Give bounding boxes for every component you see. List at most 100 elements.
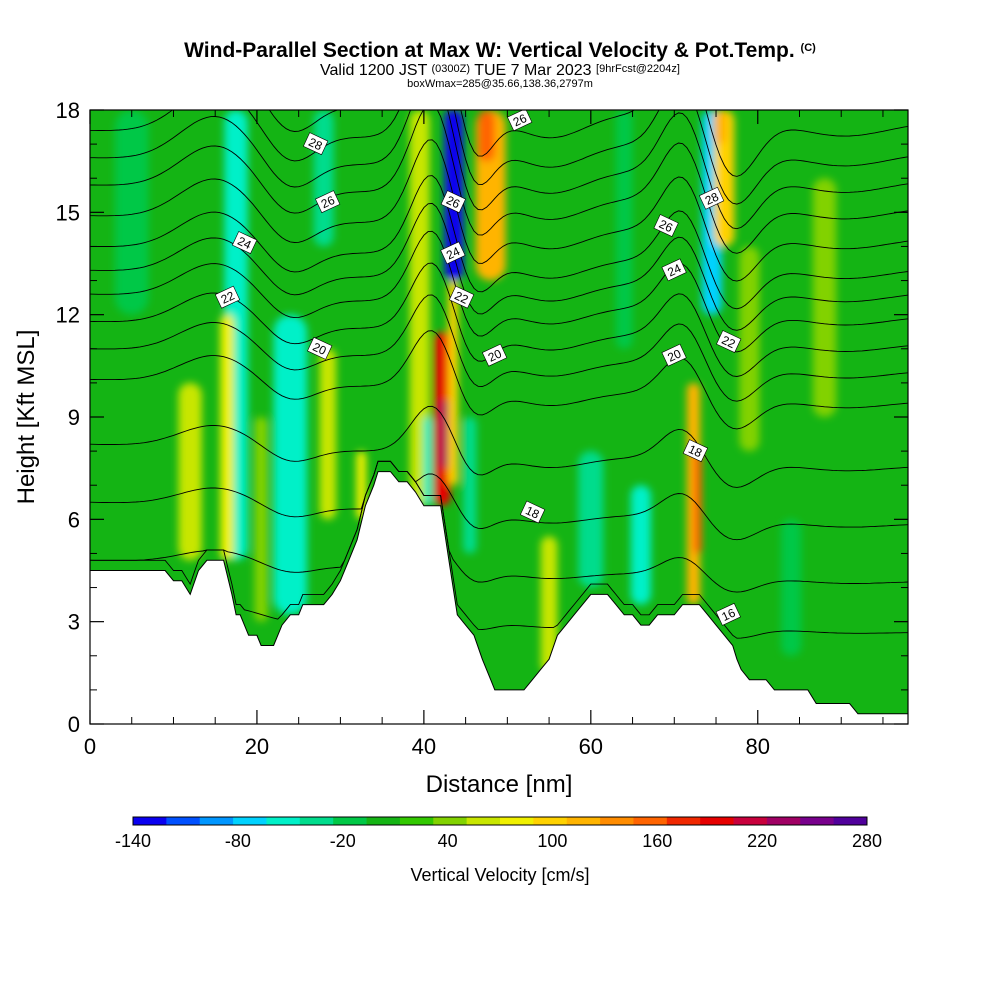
isentrope-20 [90, 330, 908, 430]
isentrope-label-text: 20 [486, 346, 504, 364]
colorbar-swatch [333, 817, 367, 825]
isentrope-label-8: 22 [448, 285, 475, 309]
velocity-feature-5 [254, 417, 268, 622]
x-tick-label: 80 [746, 734, 770, 759]
isentrope-label-box [440, 190, 466, 214]
colorbar-swatch [733, 817, 768, 825]
box-wmax-info: boxWmax=285@35.66,138.36,2797m [407, 78, 593, 90]
colorbar-frame [132, 816, 868, 826]
isentrope-25 [90, 175, 908, 310]
colorbar-tick-label: 40 [438, 831, 458, 851]
isentrope-label-6: 26 [440, 190, 466, 214]
y-tick-label: 6 [68, 507, 80, 532]
colorbar-tick-label: -80 [225, 831, 251, 851]
velocity-feature-27 [713, 110, 727, 145]
isentrope-label-box [715, 602, 741, 626]
isentrope-label-text: 24 [665, 261, 683, 279]
chart-title: Wind-Parallel Section at Max W: Vertical… [0, 36, 1000, 63]
isentrope-label-box [661, 258, 687, 282]
colorbar-swatch [600, 817, 634, 825]
y-tick-label: 9 [68, 405, 80, 430]
isentrope-16 [90, 460, 908, 639]
isentrope-label-12: 26 [653, 214, 679, 237]
isentrope-17 [90, 460, 908, 593]
colorbar-swatch [566, 817, 601, 825]
isentrope-label-16: 18 [682, 439, 709, 463]
terrain [90, 471, 908, 724]
colorbar-swatch [399, 817, 434, 825]
colorbar-swatch [166, 817, 201, 825]
isentrope-18 [90, 460, 908, 541]
isentropes [90, 110, 908, 639]
velocity-feature-10 [423, 417, 433, 506]
isentrope-label-3: 22 [214, 285, 241, 309]
isentrope-label-box [440, 241, 466, 265]
isentrope-label-17: 16 [715, 602, 741, 626]
x-axis-label: Distance [nm] [426, 771, 573, 798]
velocity-feature-13 [448, 280, 459, 486]
velocity-feature-4 [273, 314, 308, 615]
velocity-feature-2 [220, 314, 234, 561]
axes: 0 20 40 60 80 0 3 6 9 12 15 18 [56, 98, 908, 759]
isentrope-30 [268, 110, 908, 177]
isentrope-label-text: 28 [306, 135, 324, 153]
x-tick-label: 0 [84, 734, 96, 759]
colorbar-swatch [800, 817, 835, 825]
isentrope-label-box [698, 186, 725, 210]
isentrope-23 [90, 230, 908, 353]
colorbar-swatch [533, 817, 568, 825]
isentrope-label-box [661, 343, 687, 367]
velocity-feature-15 [444, 110, 459, 179]
x-tick-label: 60 [579, 734, 603, 759]
copyright-mark: (C) [800, 42, 816, 54]
isentrope-label-15: 20 [661, 343, 687, 367]
isentrope-label-box [307, 336, 333, 360]
velocity-feature-3 [178, 382, 202, 561]
colorbar-swatch [199, 817, 234, 825]
velocity-feature-31 [115, 110, 149, 315]
isentrope-label-box [302, 132, 329, 156]
title-block: Wind-Parallel Section at Max W: Vertical… [0, 36, 1000, 90]
plot-area: 28 26 24 22 20 26 26 24 22 20 18 28 26 24 22 20 18 16 [90, 110, 908, 724]
isentrope-label-13: 24 [661, 258, 687, 282]
isentrope-label-text: 24 [444, 244, 462, 262]
isentrope-label-text: 26 [511, 111, 529, 129]
y-tick-label: 18 [56, 98, 80, 123]
isentrope-label-text: 22 [719, 333, 737, 351]
isentrope-label-box [231, 231, 258, 254]
colorbar: -140 -80 -20 40 100 160 220 280 [115, 816, 882, 851]
valid-date: TUE 7 Mar 2023 [474, 62, 592, 79]
velocity-feature-24 [693, 451, 702, 554]
isentrope-29 [90, 110, 908, 205]
isentrope-label-2: 24 [231, 231, 258, 254]
isentrope-28 [90, 110, 908, 230]
isentrope-label-box [481, 343, 508, 367]
colorbar-swatch [466, 817, 501, 825]
valid-time: Valid 1200 JST (0300Z) TUE 7 Mar 2023 [9… [0, 61, 1000, 79]
colorbar-swatch [633, 817, 668, 825]
colorbar-tick-label: 160 [642, 831, 672, 851]
isentrope-label-text: 24 [235, 234, 253, 252]
colorbar-tick-label: 280 [852, 831, 882, 851]
isentrope-label-1: 26 [315, 190, 341, 214]
isentrope-label-text: 26 [319, 193, 337, 211]
isentrope-label-0: 28 [302, 132, 329, 156]
isentrope-label-11: 28 [698, 186, 725, 210]
isentrope-label-text: 16 [719, 606, 737, 624]
colorbar-swatch [433, 817, 468, 825]
velocity-feature-22 [615, 110, 633, 349]
colorbar-swatch [700, 817, 734, 825]
isentrope-label-text: 22 [219, 288, 237, 306]
velocity-feature-18 [463, 417, 477, 554]
isentrope-label-5: 26 [507, 110, 533, 132]
isentrope-26 [90, 139, 908, 282]
colorbar-swatch [233, 817, 267, 825]
velocity-feature-6 [319, 348, 337, 520]
y-tick-label: 0 [68, 712, 80, 737]
isentrope-label-box [716, 330, 742, 353]
valid-time-jst: Valid 1200 JST [320, 62, 428, 79]
isentrope-label-box [214, 285, 241, 309]
isentrope-label-7: 24 [440, 241, 466, 265]
velocity-feature-21 [630, 485, 651, 605]
isentrope-label-text: 20 [310, 340, 328, 358]
